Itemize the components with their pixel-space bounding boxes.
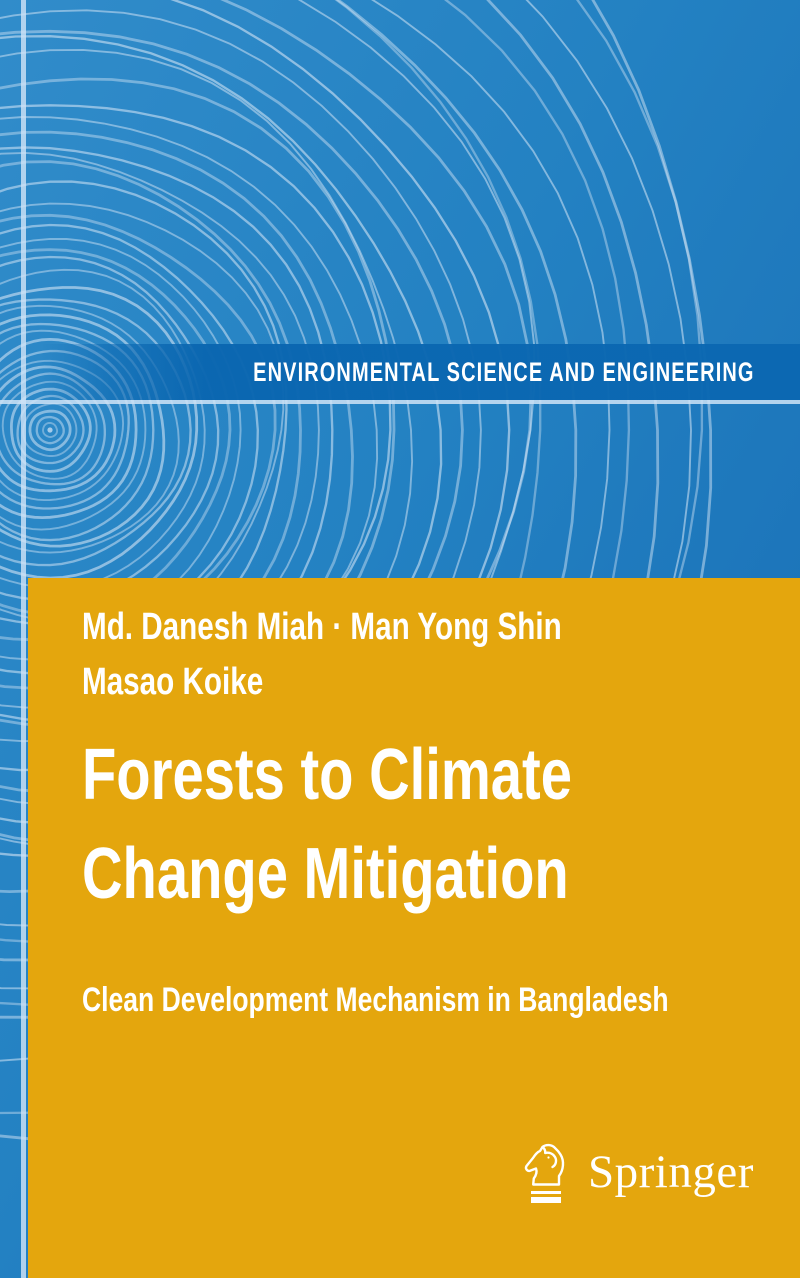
series-band: ENVIRONMENTAL SCIENCE AND ENGINEERING [0, 344, 800, 400]
book-title-line-1: Forests to Climate [82, 735, 572, 815]
title-panel: Md. Danesh Miah · Man Yong Shin Masao Ko… [28, 578, 800, 1278]
vertical-grid-line [21, 0, 26, 1278]
horizontal-grid-line [0, 400, 800, 404]
author-line-2: Masao Koike [82, 661, 264, 703]
springer-horse-icon [524, 1143, 565, 1203]
publisher-name: Springer [588, 1146, 754, 1198]
author-line-1: Md. Danesh Miah · Man Yong Shin [82, 606, 562, 648]
publisher-logo: Springer [522, 1142, 754, 1204]
book-title-line-2: Change Mitigation [82, 834, 569, 914]
authors: Md. Danesh Miah · Man Yong Shin Masao Ko… [82, 600, 697, 710]
book-title: Forests to Climate Change Mitigation [82, 726, 710, 924]
book-subtitle: Clean Development Mechanism in Banglades… [82, 981, 669, 1019]
series-title: ENVIRONMENTAL SCIENCE AND ENGINEERING [253, 356, 755, 387]
